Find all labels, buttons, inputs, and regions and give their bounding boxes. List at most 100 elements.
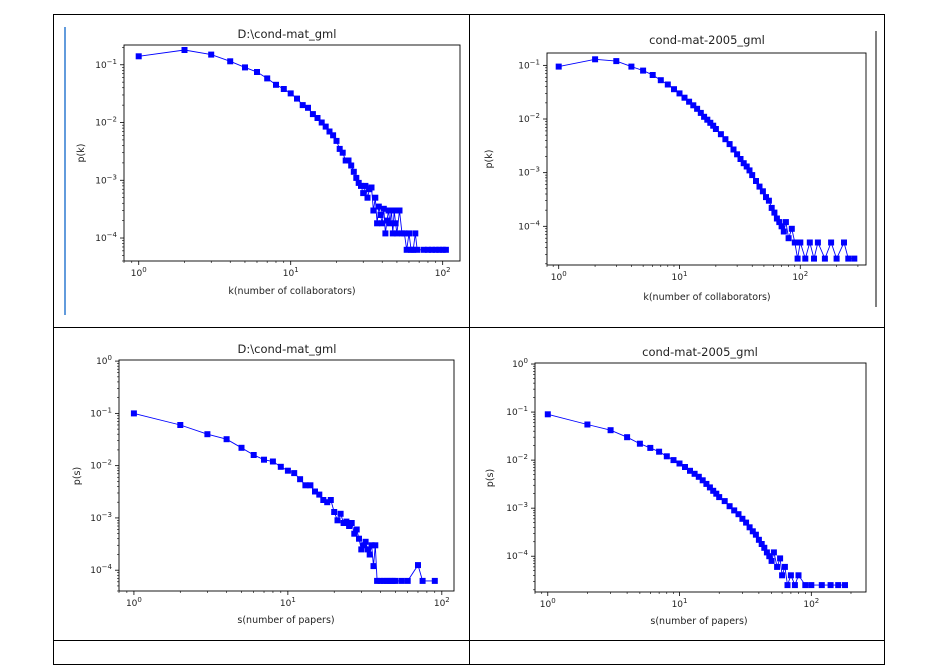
data-point [780,228,787,235]
chart-title: cond-mat-2005_gml [649,33,765,47]
data-point [181,47,188,53]
data-point [795,572,801,579]
data-point [649,72,656,78]
data-point [685,98,692,105]
data-point [333,137,340,144]
data-point [676,90,682,97]
data-point [372,542,379,549]
data-point [208,51,215,58]
data-point [784,582,790,589]
data-point [778,572,785,579]
data-point [844,255,851,262]
y-tick-label: 10−4 [506,549,528,562]
data-point [699,477,706,484]
data-point [284,467,291,474]
data-point [370,563,377,570]
data-point [432,246,439,253]
data-point [752,531,759,538]
data-point [781,563,788,570]
data-point [755,536,762,543]
data-point [324,499,331,506]
data-point [807,582,814,589]
data-point [135,53,142,60]
data-point [794,255,801,262]
data-point [591,56,598,63]
data-point [396,207,403,214]
data-point [327,497,334,503]
data-point [763,549,770,556]
data-point [733,151,740,158]
data-point [788,225,795,232]
chart-cond-mat-papers: 100 101 102 100 10−1 10−2 10−3 10−4 D:\cond-mat_… [72,342,455,626]
data-point [743,163,750,170]
data-point [709,487,716,494]
data-point [670,86,677,93]
data-point [436,246,443,253]
data-point [721,136,728,143]
data-point [382,230,389,237]
data-point [322,123,329,130]
data-point [765,197,772,204]
data-point [420,246,427,253]
data-point [273,81,279,88]
table-cell: 100 101 102 100 10−1 10−2 10−3 10−4 cond-mat-200… [468,327,885,641]
y-tick-label: 10−1 [95,58,117,71]
data-point [655,448,662,455]
x-tick-label: 101 [671,270,687,283]
data-point [657,77,664,84]
data-point [391,207,398,214]
x-tick-label: 100 [539,597,555,610]
data-point [368,184,375,191]
data-point [544,411,551,418]
data-point [375,203,382,210]
data-point [738,515,745,522]
data-point [431,577,438,584]
data-point [261,456,267,463]
data-point [314,115,321,121]
y-tick-label: 10−2 [518,112,540,125]
axes-frame [118,359,455,592]
data-point [712,490,719,497]
data-point [309,111,316,118]
series-line [133,412,435,582]
x-tick-label: 102 [435,266,451,279]
data-point [351,530,358,537]
data-point [377,577,384,584]
data-point [818,582,825,589]
data-point [834,582,841,589]
data-point [425,246,431,253]
data-point [269,458,276,465]
y-tick-label: 10−1 [90,406,112,419]
data-point [380,205,387,212]
x-tick-label: 102 [434,596,450,609]
data-point [737,156,743,162]
data-point [775,219,782,226]
data-point [827,582,834,589]
data-point [406,230,412,237]
data-point [850,255,857,262]
y-tick-label: 100 [512,357,528,370]
y-tick-label: 10−3 [95,173,117,186]
data-point [364,194,371,201]
series-line [547,413,845,587]
data-point [334,517,341,524]
data-point [370,207,377,214]
data-point [833,255,840,262]
data-point [681,464,688,470]
y-tick-label: 10−3 [506,501,528,514]
data-point [204,431,211,438]
data-point [770,209,777,216]
data-point [348,162,355,169]
data-point [759,188,766,195]
data-point [810,255,817,262]
data-point [250,452,257,458]
data-point [787,572,794,579]
data-point [277,463,284,470]
data-point [350,168,357,175]
data-point [358,546,365,553]
data-point [776,555,783,562]
data-point [227,58,234,65]
data-point [773,563,780,570]
data-point [742,519,749,526]
table-cell: 100 101 102 100 10−1 10−2 10−3 10−4 D:\cond-mat_… [53,327,470,641]
